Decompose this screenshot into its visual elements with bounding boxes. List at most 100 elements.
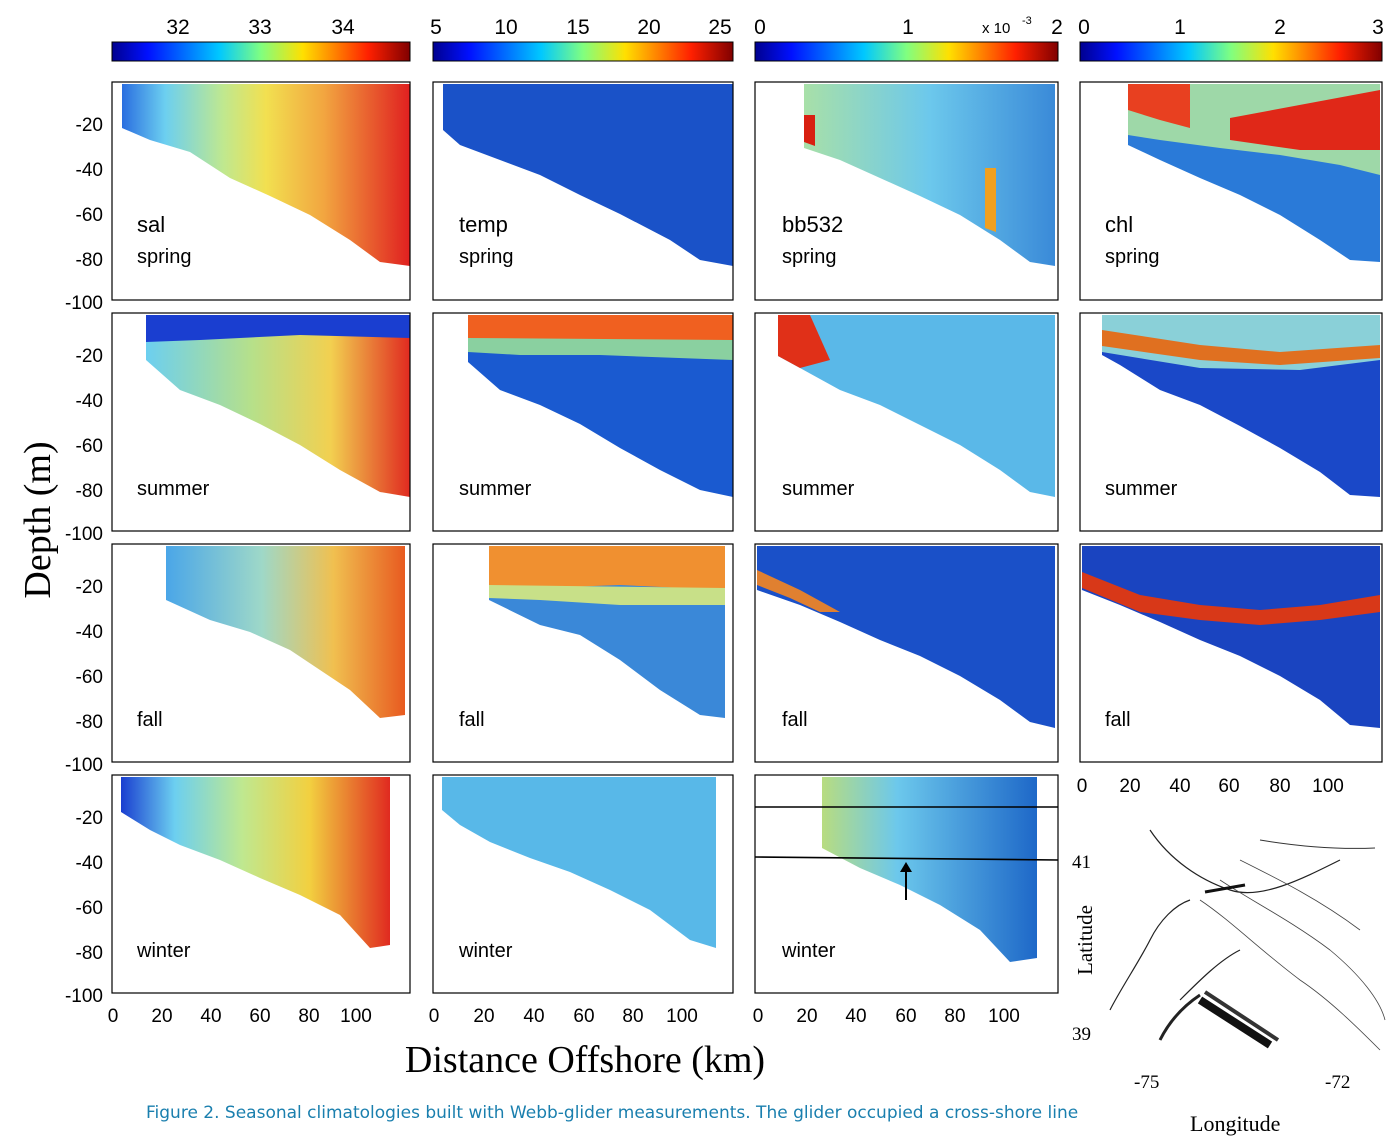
depth-tick: -20: [76, 577, 103, 598]
colorbar-tick: 0: [754, 16, 766, 39]
depth-tick: -60: [76, 436, 103, 457]
season-label: spring: [459, 246, 513, 268]
distance-tick: 40: [200, 1006, 221, 1027]
distance-tick: 80: [622, 1006, 643, 1027]
colorbar-tick: 32: [166, 16, 189, 39]
panel-bb532-summer: [754, 312, 1059, 532]
colorbar-tick: 15: [566, 16, 589, 39]
season-label: spring: [1105, 246, 1159, 268]
colorbar-tick: 10: [494, 16, 517, 39]
season-label: spring: [137, 246, 191, 268]
panel-temp-summer: [432, 312, 734, 532]
depth-tick: -60: [76, 205, 103, 226]
latitude-label: Latitude: [1073, 905, 1097, 975]
lat-tick: 39: [1072, 1024, 1091, 1045]
distance-axis: 0 20 40 60 80 100 0 20 40 60 80 100 0 20…: [108, 776, 1344, 1027]
distance-tick: 20: [151, 1006, 172, 1027]
season-label: spring: [782, 246, 836, 268]
colorbar-tick: 25: [708, 16, 731, 39]
colorbar-tick: 1: [902, 16, 914, 39]
distance-tick: 0: [1077, 776, 1088, 797]
panel-temp-spring: [432, 81, 734, 301]
depth-tick: -40: [76, 391, 103, 412]
colorbar-tick: 3: [1372, 16, 1384, 39]
depth-tick: -40: [76, 853, 103, 874]
location-map: 41 39 Latitude -75 -72: [1072, 828, 1386, 1093]
colorbar-bb532: [754, 41, 1059, 62]
distance-tick: 80: [1269, 776, 1290, 797]
colorbar-multiplier: x 10: [982, 20, 1010, 37]
depth-tick: -20: [76, 115, 103, 136]
glider-track: [1197, 996, 1273, 1049]
longitude-label: Longitude: [1190, 1111, 1281, 1136]
season-label: summer: [1105, 478, 1178, 500]
panel-variable-label: chl: [1105, 212, 1133, 237]
colorbar-tick: 20: [637, 16, 660, 39]
colorbar-sal: [111, 41, 411, 62]
depth-tick: -80: [76, 712, 103, 733]
distance-tick: 40: [523, 1006, 544, 1027]
depth-tick: -60: [76, 898, 103, 919]
panel-variable-label: sal: [137, 212, 165, 237]
panel-bb532-winter: [754, 774, 1059, 994]
depth-tick: -100: [65, 293, 103, 314]
figure-caption: Figure 2. Seasonal climatologies built w…: [146, 1103, 1079, 1123]
seasonal-climatology-figure: 32 33 34 5 10 15 20 25 0 1 2 0 1 2 3 x 1…: [17, 15, 1386, 1093]
lon-tick: -75: [1134, 1072, 1159, 1093]
distance-tick: 80: [298, 1006, 319, 1027]
season-label: fall: [782, 709, 808, 731]
depth-tick: -100: [65, 524, 103, 545]
distance-tick: 80: [944, 1006, 965, 1027]
season-label: winter: [458, 940, 513, 962]
season-label: fall: [137, 709, 163, 731]
depth-tick: -20: [76, 346, 103, 367]
distance-tick: 60: [573, 1006, 594, 1027]
season-label: winter: [781, 940, 836, 962]
distance-tick: 60: [895, 1006, 916, 1027]
distance-tick: 20: [1119, 776, 1140, 797]
distance-tick: 20: [796, 1006, 817, 1027]
panel-variable-label: temp: [459, 212, 508, 237]
lon-tick: -72: [1325, 1072, 1350, 1093]
colorbars: 32 33 34 5 10 15 20 25 0 1 2 0 1 2 3 x 1…: [111, 15, 1384, 62]
depth-tick: -20: [76, 808, 103, 829]
colorbar-tick: 33: [248, 16, 271, 39]
depth-tick: -40: [76, 160, 103, 181]
panel-sal-spring: [111, 81, 411, 301]
colorbar-exponent: -3: [1022, 15, 1032, 27]
depth-tick: -80: [76, 481, 103, 502]
depth-tick: -100: [65, 755, 103, 776]
colorbar-temp: [432, 41, 734, 62]
distance-tick: 60: [249, 1006, 270, 1027]
distance-tick: 100: [666, 1006, 698, 1027]
distance-tick: 40: [845, 1006, 866, 1027]
season-label: summer: [137, 478, 210, 500]
panel-temp-winter: [432, 774, 734, 994]
panel-sal-winter: [111, 774, 411, 994]
y-axis-title: Depth (m): [17, 441, 59, 598]
distance-tick: 100: [988, 1006, 1020, 1027]
depth-tick: -80: [76, 943, 103, 964]
x-axis-title: Distance Offshore (km): [405, 1039, 765, 1081]
panel-chl-summer: [1079, 312, 1383, 532]
colorbar-chl: [1079, 41, 1383, 62]
distance-tick: 40: [1169, 776, 1190, 797]
depth-axis: -20 -40 -60 -80 -100 -20 -40 -60 -80 -10…: [65, 115, 103, 1007]
distance-tick: 100: [1312, 776, 1344, 797]
distance-tick: 0: [108, 1006, 119, 1027]
panel-sal-fall: [111, 543, 411, 763]
season-label: fall: [1105, 709, 1131, 731]
colorbar-tick: 1: [1174, 16, 1186, 39]
colorbar-tick: 2: [1274, 16, 1286, 39]
depth-tick: -60: [76, 667, 103, 688]
depth-tick: -100: [65, 986, 103, 1007]
panel-temp-fall: [432, 543, 734, 763]
panel-variable-label: bb532: [782, 212, 843, 237]
colorbar-tick: 2: [1051, 16, 1063, 39]
distance-tick: 20: [473, 1006, 494, 1027]
season-label: winter: [136, 940, 191, 962]
panel-bb532-spring: [754, 81, 1059, 301]
panel-bb532-fall: [754, 543, 1059, 763]
colorbar-tick: 34: [331, 16, 355, 39]
distance-tick: 0: [429, 1006, 440, 1027]
